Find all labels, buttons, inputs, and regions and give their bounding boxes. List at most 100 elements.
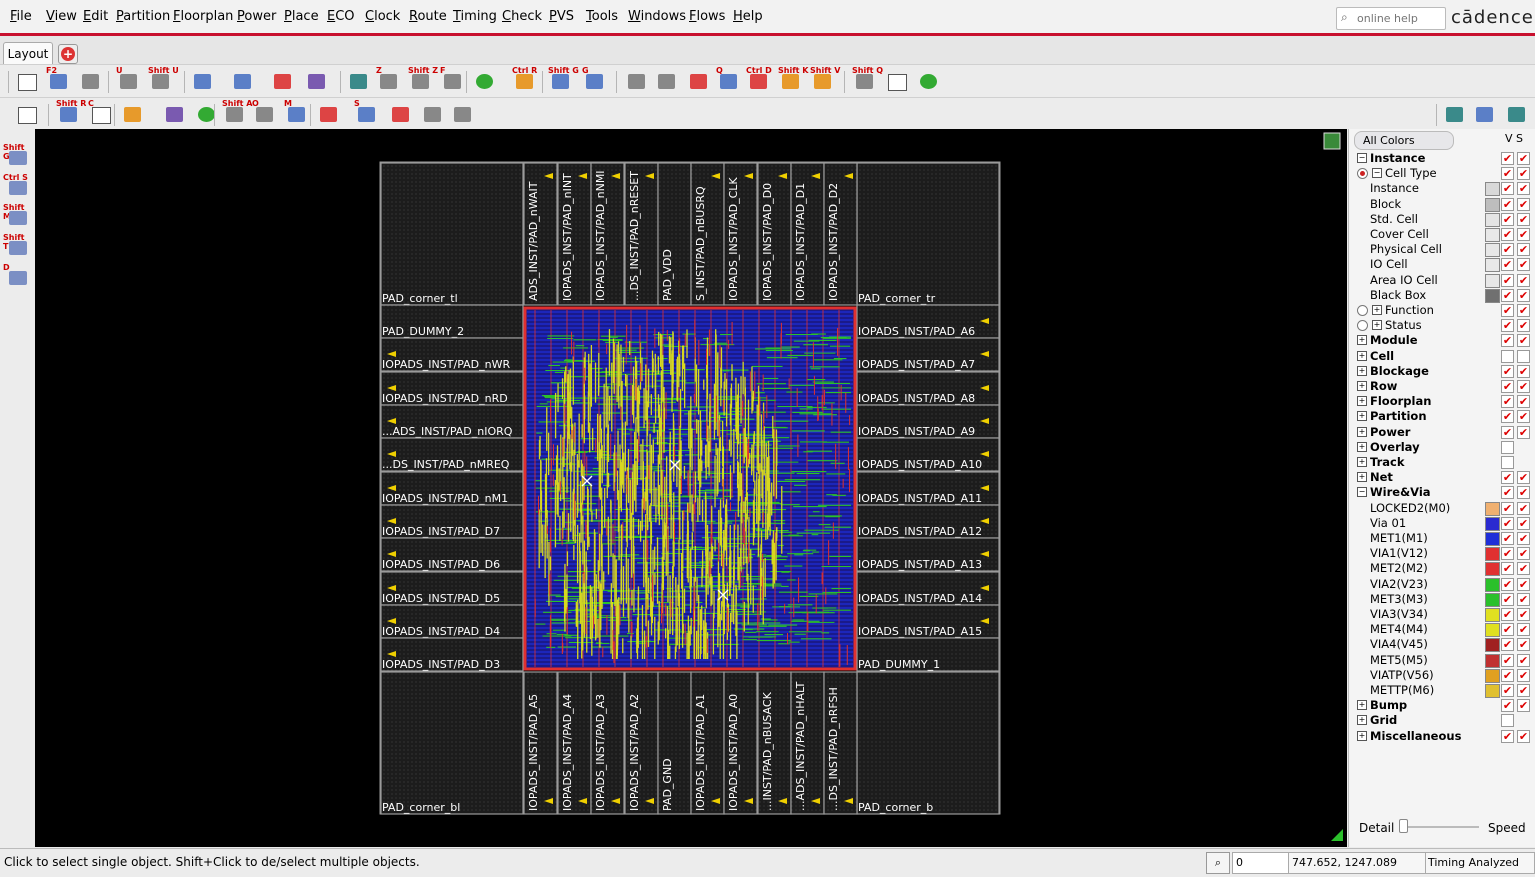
menu-floorplan[interactable]: Floorplan: [173, 9, 234, 24]
layer-row[interactable]: + Bump ✔ ✔: [1349, 698, 1535, 713]
pad-top[interactable]: [624, 162, 659, 306]
pad-bottom[interactable]: [657, 671, 692, 815]
layer-color-swatch[interactable]: [1485, 562, 1500, 577]
selectable-checkbox[interactable]: ✔: [1517, 197, 1530, 211]
layer-color-swatch[interactable]: [1485, 197, 1500, 212]
pad-top[interactable]: [790, 162, 825, 306]
layer-row[interactable]: + Power ✔ ✔: [1349, 425, 1535, 440]
selectable-checkbox[interactable]: ✔: [1517, 182, 1530, 196]
measure-button[interactable]: M: [284, 99, 308, 125]
info-button[interactable]: Q: [716, 66, 740, 92]
pad-left[interactable]: [380, 371, 524, 406]
layer-row[interactable]: VIA3(V34) ✔ ✔: [1349, 607, 1535, 622]
zoom-selected-button[interactable]: F: [440, 66, 464, 92]
pad-left[interactable]: [380, 471, 524, 506]
layer-color-swatch[interactable]: [1485, 182, 1500, 197]
selectable-checkbox[interactable]: ✔: [1517, 623, 1530, 637]
delete-route-button[interactable]: [272, 70, 294, 92]
layout-panel-button[interactable]: [1444, 103, 1466, 125]
selectable-checkbox[interactable]: ✔: [1517, 288, 1530, 302]
expand-icon[interactable]: +: [1357, 457, 1367, 467]
pad-top[interactable]: [757, 162, 792, 306]
visible-checkbox[interactable]: ✔: [1501, 516, 1514, 530]
visible-checkbox[interactable]: ✔: [1501, 638, 1514, 652]
query-button[interactable]: ⌕: [1206, 852, 1230, 874]
pad-top[interactable]: [823, 162, 858, 306]
visible-checkbox[interactable]: ✔: [1501, 592, 1514, 606]
pad-right[interactable]: [856, 471, 1000, 506]
collapse-icon[interactable]: −: [1372, 168, 1382, 179]
notes-button[interactable]: [886, 70, 908, 92]
menu-view[interactable]: View: [46, 9, 77, 24]
visible-checkbox[interactable]: ✔: [1501, 167, 1514, 181]
edit-wire-button[interactable]: [232, 70, 254, 92]
pad-right[interactable]: [856, 404, 1000, 439]
pad-bottom[interactable]: [823, 671, 858, 815]
layer-row[interactable]: + Floorplan ✔ ✔: [1349, 394, 1535, 409]
pad-top[interactable]: [523, 162, 558, 306]
selectable-checkbox[interactable]: ✔: [1517, 304, 1530, 317]
selectable-checkbox[interactable]: ✔: [1517, 516, 1530, 530]
expand-icon[interactable]: +: [1357, 350, 1367, 361]
layer-color-swatch[interactable]: [1485, 501, 1500, 516]
expand-icon[interactable]: +: [1372, 320, 1382, 331]
expand-icon[interactable]: +: [1357, 396, 1367, 407]
layer-color-swatch[interactable]: [1485, 608, 1500, 622]
expand-icon[interactable]: +: [1357, 700, 1367, 711]
stretch-button[interactable]: S: [354, 99, 378, 125]
visible-checkbox[interactable]: [1501, 440, 1514, 454]
visible-checkbox[interactable]: ✔: [1501, 410, 1514, 424]
layer-row[interactable]: Block ✔ ✔: [1349, 197, 1535, 212]
visible-checkbox[interactable]: ✔: [1501, 364, 1514, 378]
layer-row[interactable]: + Miscellaneous ✔ ✔: [1349, 729, 1535, 744]
selectable-checkbox[interactable]: ✔: [1517, 410, 1530, 424]
layer-row[interactable]: + Blockage ✔ ✔: [1349, 364, 1535, 379]
layer-color-swatch[interactable]: [1485, 577, 1500, 592]
expand-icon[interactable]: +: [1357, 381, 1367, 391]
layer-row[interactable]: MET5(M5) ✔ ✔: [1349, 653, 1535, 668]
pad-right[interactable]: [856, 637, 1000, 672]
visible-checkbox[interactable]: [1501, 456, 1514, 469]
layer-color-swatch[interactable]: [1485, 258, 1500, 273]
copy-button[interactable]: C: [88, 99, 112, 125]
stretch-button[interactable]: Shift T: [3, 233, 31, 257]
visible-checkbox[interactable]: ✔: [1501, 562, 1514, 576]
layer-color-swatch[interactable]: [1485, 516, 1500, 531]
selectable-checkbox[interactable]: ✔: [1517, 653, 1530, 667]
selectable-checkbox[interactable]: ✔: [1517, 592, 1530, 606]
expand-icon[interactable]: +: [1357, 715, 1367, 726]
selectable-checkbox[interactable]: ✔: [1517, 562, 1530, 576]
layer-row[interactable]: Physical Cell ✔ ✔: [1349, 242, 1535, 258]
expand-icon[interactable]: +: [1357, 730, 1367, 741]
pad-top[interactable]: [723, 162, 758, 306]
pad-left[interactable]: [380, 304, 524, 339]
layer-row[interactable]: − Wire&Via ✔ ✔: [1349, 485, 1535, 500]
layer-row[interactable]: + Track: [1349, 455, 1535, 470]
visible-checkbox[interactable]: ✔: [1501, 258, 1514, 272]
tab-layout[interactable]: Layout: [3, 42, 53, 65]
selectable-checkbox[interactable]: ✔: [1517, 364, 1530, 378]
menu-windows[interactable]: Windows: [628, 9, 687, 24]
visible-checkbox[interactable]: ✔: [1501, 243, 1514, 257]
menu-route[interactable]: Route: [409, 9, 447, 24]
selectable-checkbox[interactable]: ✔: [1517, 501, 1530, 515]
layer-color-swatch[interactable]: [1485, 273, 1500, 288]
layer-row[interactable]: MET1(M1) ✔ ✔: [1349, 531, 1535, 546]
layer-row[interactable]: VIA1(V12) ✔ ✔: [1349, 546, 1535, 562]
zoom-in-button[interactable]: Z: [376, 66, 400, 92]
percent-button[interactable]: [196, 103, 218, 125]
selectable-checkbox[interactable]: ✔: [1517, 486, 1530, 500]
layout-drawing[interactable]: PAD_corner_tl PAD_corner_tr PAD_corner_bl P…: [35, 129, 1347, 847]
layer-color-swatch[interactable]: [1485, 228, 1500, 242]
highlight-button[interactable]: Shift K: [778, 66, 809, 92]
selectable-checkbox[interactable]: ✔: [1517, 243, 1530, 257]
pad-left[interactable]: [380, 437, 524, 472]
selectable-checkbox[interactable]: ✔: [1517, 699, 1530, 713]
align-button[interactable]: [422, 103, 444, 125]
visible-checkbox[interactable]: ✔: [1501, 501, 1514, 515]
visible-checkbox[interactable]: ✔: [1501, 729, 1514, 743]
pad-left[interactable]: [380, 637, 524, 672]
layer-row[interactable]: + Net ✔ ✔: [1349, 470, 1535, 485]
menu-place[interactable]: Place: [284, 9, 319, 24]
pad-left[interactable]: [380, 404, 524, 439]
